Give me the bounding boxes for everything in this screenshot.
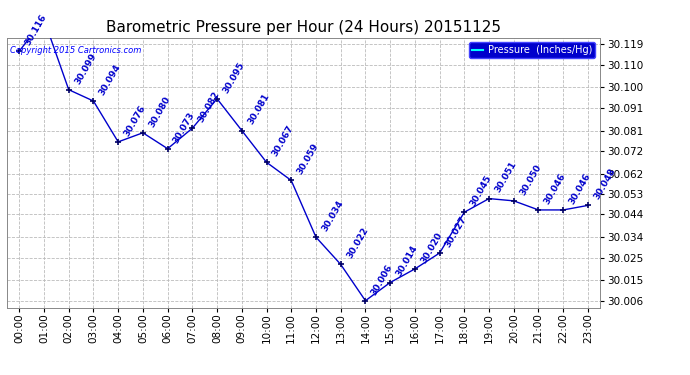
- Text: 30.081: 30.081: [246, 92, 271, 126]
- Text: 30.059: 30.059: [295, 142, 320, 176]
- Text: 30.082: 30.082: [197, 90, 221, 124]
- Text: 30.034: 30.034: [320, 199, 345, 233]
- Text: 30.116: 30.116: [23, 13, 48, 47]
- Text: 30.006: 30.006: [370, 262, 395, 297]
- Text: 30.022: 30.022: [345, 226, 370, 260]
- Text: 30.067: 30.067: [270, 124, 296, 158]
- Text: 30.046: 30.046: [542, 171, 568, 206]
- Text: Copyright 2015 Cartronics.com: Copyright 2015 Cartronics.com: [10, 46, 141, 55]
- Title: Barometric Pressure per Hour (24 Hours) 20151125: Barometric Pressure per Hour (24 Hours) …: [106, 20, 501, 35]
- Text: 30.130: 30.130: [0, 374, 1, 375]
- Text: 30.051: 30.051: [493, 160, 518, 194]
- Text: 30.046: 30.046: [567, 171, 593, 206]
- Text: 30.050: 30.050: [518, 162, 543, 197]
- Text: 30.073: 30.073: [172, 110, 197, 144]
- Text: 30.076: 30.076: [122, 104, 148, 138]
- Text: 30.027: 30.027: [444, 214, 469, 249]
- Text: 30.080: 30.080: [147, 94, 172, 129]
- Text: 30.048: 30.048: [592, 167, 617, 201]
- Text: 30.094: 30.094: [97, 62, 123, 97]
- Text: 30.095: 30.095: [221, 60, 246, 94]
- Text: 30.014: 30.014: [394, 244, 420, 278]
- Text: 30.020: 30.020: [419, 231, 444, 265]
- Text: 30.045: 30.045: [469, 174, 493, 208]
- Legend: Pressure  (Inches/Hg): Pressure (Inches/Hg): [469, 42, 595, 58]
- Text: 30.099: 30.099: [73, 51, 98, 86]
